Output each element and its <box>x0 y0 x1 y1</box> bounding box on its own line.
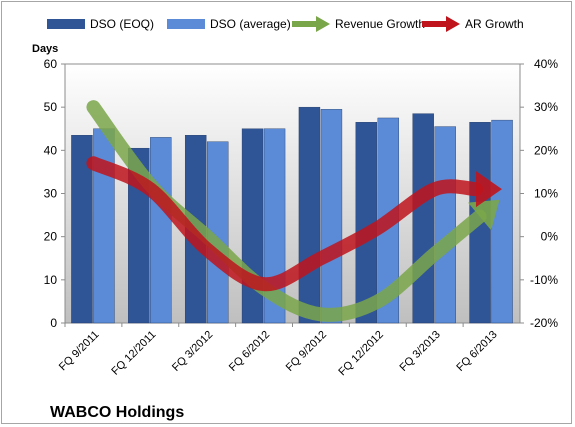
y-tick-label: 40 <box>44 143 58 157</box>
y-axis-title: Days <box>32 43 58 55</box>
y-tick-label: 20 <box>44 230 58 244</box>
arrowhead-revenue-growth <box>468 199 500 231</box>
x-tick-label: FQ 9/2011 <box>57 329 102 374</box>
y-tick-label: 30 <box>44 187 58 201</box>
y-tick-label: 0 <box>50 316 57 330</box>
bar-dso-eoq- <box>412 113 434 324</box>
legend-label: AR Growth <box>465 17 524 31</box>
bar-dso-eoq- <box>298 106 321 324</box>
legend-label: DSO (average) <box>210 17 291 31</box>
x-tick-label: FQ 12/2012 <box>336 329 386 379</box>
line-ar-growth <box>86 156 483 292</box>
x-tick-label: FQ 6/2012 <box>227 329 272 374</box>
x-tick-label: FQ 3/2013 <box>398 329 443 374</box>
bar-dso-average- <box>434 126 456 324</box>
y2-tick-label: 0% <box>541 230 559 244</box>
y-axis-left: 0 10 20 30 40 50 60 <box>44 57 65 330</box>
growth-series <box>86 100 502 322</box>
arrowhead-ar-growth <box>475 171 502 208</box>
legend-swatch-arrow <box>316 16 330 32</box>
legend: DSO (EOQ) DSO (average) Revenue Growth AR G… <box>47 16 524 32</box>
y-tick-label: 50 <box>44 100 58 114</box>
x-tick-label: FQ 12/2011 <box>109 329 158 378</box>
bar-dso-average- <box>150 137 172 324</box>
x-tick-label: FQ 9/2012 <box>284 329 329 374</box>
x-tick-label: FQ 6/2013 <box>454 329 499 374</box>
y2-tick-label: 10% <box>534 187 558 201</box>
bar-dso-average- <box>320 109 343 324</box>
legend-label: DSO (EOQ) <box>90 17 154 31</box>
y-tick-label: 10 <box>44 273 58 287</box>
y-tick-label: 60 <box>44 57 58 71</box>
legend-swatch-arrow <box>446 16 460 32</box>
legend-label: Revenue Growth <box>335 17 425 31</box>
y2-tick-label: 20% <box>534 143 558 157</box>
bar-dso-average- <box>491 119 513 324</box>
x-tick-label: FQ 3/2012 <box>170 329 215 374</box>
y2-tick-label: -20% <box>530 316 558 330</box>
y2-tick-label: -10% <box>530 273 558 287</box>
y2-tick-label: 40% <box>534 57 558 71</box>
bar-dso-eoq- <box>71 135 93 324</box>
legend-swatch <box>167 19 205 29</box>
chart-title: WABCO Holdings <box>50 404 184 421</box>
y-axis-right: -20% -10% 0% 10% 20% 30% 40% <box>520 57 558 330</box>
legend-swatch <box>47 19 85 29</box>
y2-tick-label: 30% <box>534 100 558 114</box>
x-axis: FQ 9/2011 FQ 12/2011 FQ 3/2012 FQ 6/2012 FQ … <box>57 323 500 378</box>
